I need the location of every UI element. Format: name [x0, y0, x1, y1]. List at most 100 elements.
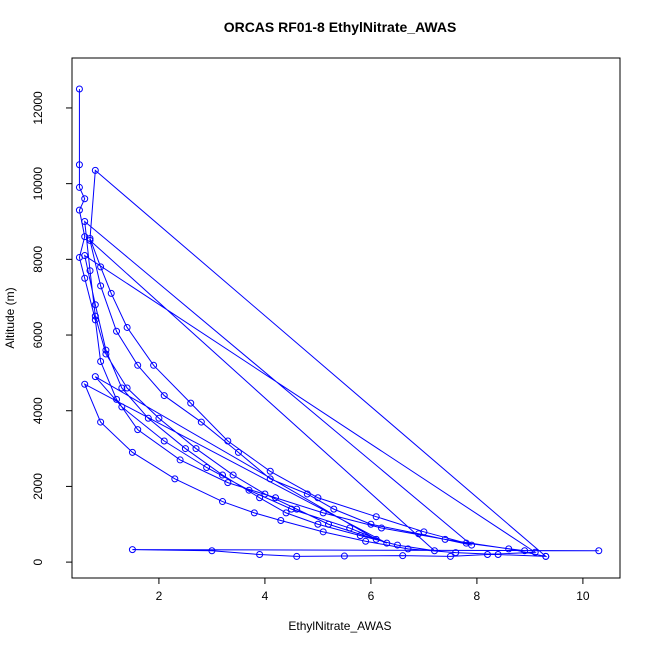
- data-point: [531, 548, 539, 556]
- data-point: [494, 551, 502, 559]
- y-tick-label: 10000: [31, 167, 45, 201]
- data-point: [187, 399, 195, 407]
- data-point: [362, 537, 370, 545]
- data-point: [219, 498, 227, 506]
- data-point: [91, 166, 99, 174]
- data-point: [404, 545, 412, 553]
- data-point: [102, 346, 110, 354]
- data-point: [81, 217, 89, 225]
- data-point: [134, 426, 142, 434]
- data-point: [256, 494, 264, 502]
- x-tick-label: 2: [156, 589, 163, 603]
- data-point: [219, 471, 227, 479]
- data-point: [81, 274, 89, 282]
- data-point: [383, 539, 391, 547]
- data-point: [91, 316, 99, 324]
- data-point: [441, 535, 449, 543]
- data-point: [282, 509, 290, 517]
- data-point: [75, 206, 83, 214]
- data-point: [144, 414, 152, 422]
- data-point: [431, 547, 439, 555]
- data-point: [272, 494, 280, 502]
- data-point: [319, 509, 327, 517]
- data-point: [86, 235, 94, 243]
- data-point: [293, 552, 301, 560]
- data-point: [107, 289, 115, 297]
- data-point: [446, 552, 454, 560]
- y-tick-label: 8000: [31, 246, 45, 273]
- data-point: [128, 546, 136, 554]
- y-tick-label: 4000: [31, 397, 45, 424]
- data-point: [261, 490, 269, 498]
- data-point: [234, 448, 242, 456]
- data-point: [91, 373, 99, 381]
- data-point: [293, 505, 301, 513]
- data-point: [97, 263, 105, 271]
- data-point: [356, 532, 364, 540]
- data-point: [372, 513, 380, 521]
- data-point: [378, 524, 386, 532]
- y-tick-label: 2000: [31, 473, 45, 500]
- data-point: [123, 384, 131, 392]
- data-point: [91, 312, 99, 320]
- data-point: [229, 471, 237, 479]
- data-point: [197, 418, 205, 426]
- x-tick-label: 6: [368, 589, 375, 603]
- data-point: [340, 552, 348, 560]
- data-point: [266, 475, 274, 483]
- data-point: [118, 384, 126, 392]
- data-point: [314, 494, 322, 502]
- data-point: [415, 530, 423, 538]
- data-point: [277, 516, 285, 524]
- x-tick-label: 4: [262, 589, 269, 603]
- y-tick-label: 12000: [31, 91, 45, 125]
- data-point: [266, 467, 274, 475]
- data-point: [505, 545, 513, 553]
- data-point: [75, 183, 83, 191]
- data-point: [123, 323, 131, 331]
- x-axis-label: EthylNitrate_AWAS: [288, 619, 391, 633]
- data-point: [118, 403, 126, 411]
- data-point: [86, 236, 94, 244]
- data-point: [86, 267, 94, 275]
- data-point: [303, 490, 311, 498]
- data-point: [468, 541, 476, 549]
- data-point: [113, 395, 121, 403]
- y-tick-label: 6000: [31, 321, 45, 348]
- data-point: [128, 448, 136, 456]
- y-axis-label: Altitude (m): [3, 287, 17, 348]
- data-point: [192, 445, 200, 453]
- data-point: [256, 551, 264, 559]
- data-point: [91, 301, 99, 309]
- data-point: [367, 520, 375, 528]
- plot-frame: [71, 57, 621, 579]
- chart-title: ORCAS RF01-8 EthylNitrate_AWAS: [224, 19, 457, 35]
- data-point: [155, 414, 163, 422]
- data-point: [171, 475, 179, 483]
- data-point: [150, 361, 158, 369]
- data-point: [287, 505, 295, 513]
- data-point: [325, 520, 333, 528]
- data-point: [250, 509, 258, 517]
- data-point: [521, 547, 529, 555]
- data-point: [319, 528, 327, 536]
- data-point: [224, 437, 232, 445]
- data-point: [75, 161, 83, 169]
- data-point: [346, 524, 354, 532]
- data-point: [372, 535, 380, 543]
- data-point: [160, 437, 168, 445]
- data-point: [97, 282, 105, 290]
- data-point: [134, 361, 142, 369]
- data-point: [245, 486, 253, 494]
- x-tick-label: 10: [576, 589, 590, 603]
- data-point: [314, 520, 322, 528]
- y-tick-label: 0: [31, 558, 45, 565]
- data-point: [81, 380, 89, 388]
- data-point: [102, 350, 110, 358]
- data-line: [78, 89, 599, 558]
- data-point: [75, 85, 83, 93]
- data-point: [81, 252, 89, 260]
- data-point: [176, 456, 184, 464]
- data-point: [542, 552, 550, 560]
